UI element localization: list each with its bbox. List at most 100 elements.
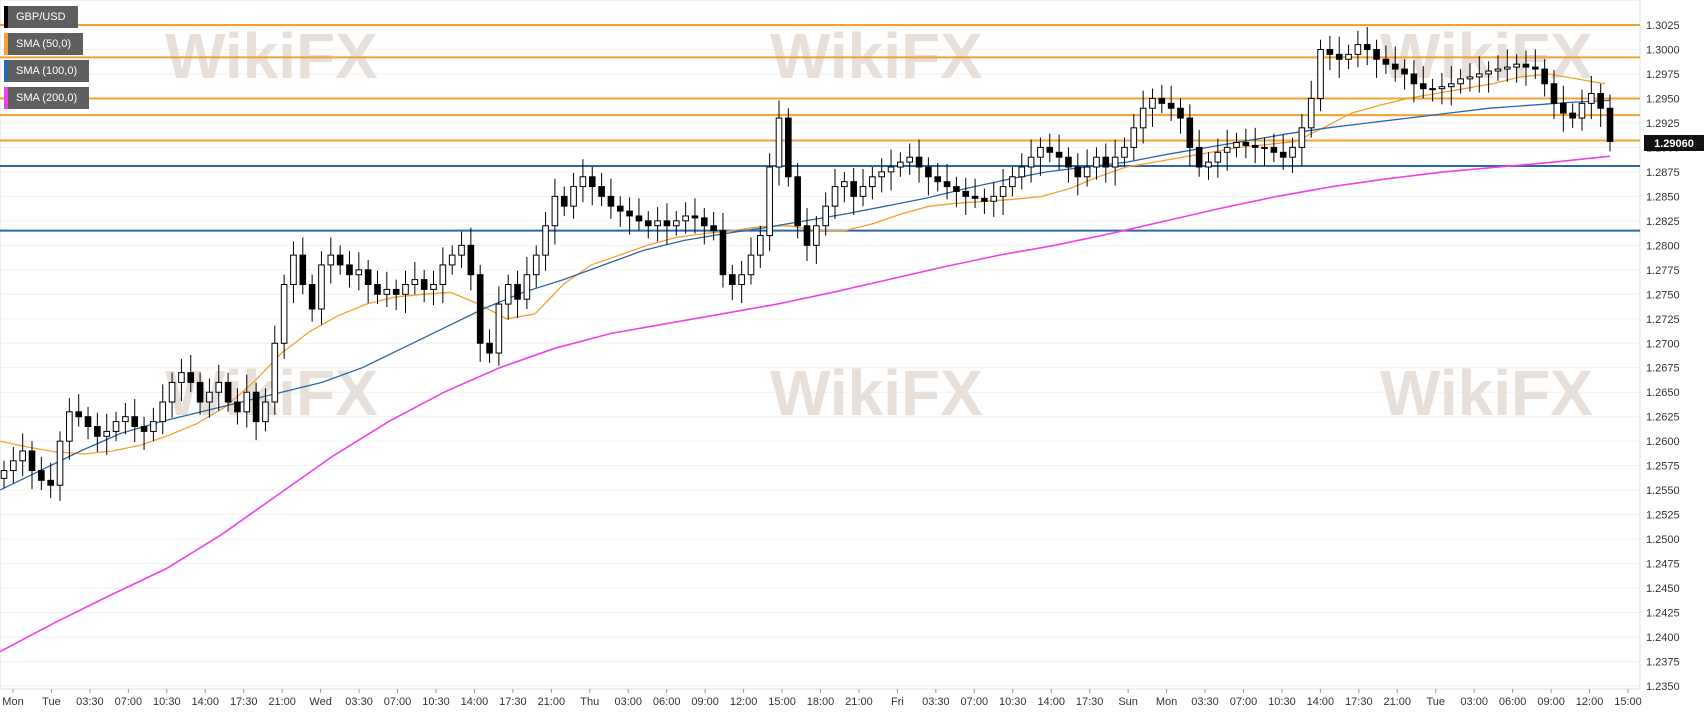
candle-body <box>420 279 428 290</box>
legend-item-sma50[interactable]: SMA (50,0) <box>4 33 84 55</box>
candle-body <box>1083 166 1091 178</box>
x-tick-label: 18:00 <box>807 696 835 708</box>
candle <box>953 176 960 208</box>
y-tick-label: 1.2800 <box>1646 240 1680 252</box>
candle <box>1102 143 1110 183</box>
candle-body <box>280 284 288 344</box>
candle <box>514 270 521 318</box>
candle-body <box>691 215 699 219</box>
candle-body <box>887 166 895 173</box>
candle <box>1083 149 1091 187</box>
candle <box>579 159 587 203</box>
legend-item-sma200[interactable]: SMA (200,0) <box>4 87 90 109</box>
candle <box>458 231 465 268</box>
candle <box>1419 66 1427 99</box>
candle <box>1401 59 1408 90</box>
y-tick-label: 1.2725 <box>1646 314 1680 326</box>
candle <box>1354 30 1362 68</box>
candle <box>47 462 54 498</box>
candle <box>1111 139 1119 186</box>
candle <box>75 394 82 427</box>
x-tick-label: Fri <box>891 696 904 708</box>
candle-body <box>1037 146 1044 158</box>
candle-body <box>626 210 633 217</box>
candle-body <box>364 269 372 286</box>
candle <box>523 257 531 309</box>
candle-body <box>729 274 736 286</box>
candle-body <box>1223 146 1231 153</box>
candle-body <box>262 401 269 423</box>
candle-body <box>700 217 708 227</box>
candle-body <box>1606 107 1614 143</box>
candle <box>336 245 344 275</box>
y-tick-label: 1.2950 <box>1646 93 1680 105</box>
candle-body <box>374 284 381 295</box>
candle <box>1597 83 1604 127</box>
candle-body <box>813 225 820 246</box>
x-tick-label: Mon <box>2 696 23 708</box>
candle-body <box>598 186 605 197</box>
candle-body <box>1513 63 1520 68</box>
candle <box>925 157 932 196</box>
y-tick-label: 1.2975 <box>1646 69 1680 81</box>
candle <box>1214 138 1222 178</box>
candle <box>560 186 568 216</box>
y-tick-label: 1.2625 <box>1646 412 1680 424</box>
candle-body <box>28 450 36 472</box>
candle-body <box>224 381 232 403</box>
candle <box>1513 54 1520 83</box>
watermarks: WikiFX WikiFX WikiFX WikiFX WikiFX WikiF… <box>165 20 1593 429</box>
candle-body <box>10 460 17 472</box>
candle-body <box>94 425 101 437</box>
legend-item-sma100[interactable]: SMA (100,0) <box>4 60 90 82</box>
candle <box>1494 55 1502 81</box>
candle-body <box>663 220 671 227</box>
candle-body <box>1121 146 1128 158</box>
candle-body <box>318 264 325 310</box>
gridlines <box>0 24 1640 687</box>
candle <box>822 192 829 236</box>
candle-body <box>122 416 129 423</box>
candle <box>1158 84 1166 114</box>
candle-body <box>1289 146 1296 158</box>
sma-line <box>0 155 1611 653</box>
candle <box>56 431 64 501</box>
x-tick-label: 17:30 <box>230 696 258 708</box>
candle <box>1223 129 1231 171</box>
candle <box>1466 63 1474 92</box>
candle <box>915 139 923 183</box>
y-tick-label: 1.2350 <box>1646 681 1680 693</box>
candle-body <box>1270 146 1278 153</box>
candle <box>1205 152 1212 180</box>
candle <box>299 237 307 295</box>
candle <box>318 251 325 325</box>
watermark-text: WikiFX <box>165 20 378 92</box>
candle <box>19 433 26 477</box>
candle-body <box>943 181 951 188</box>
candle <box>364 260 372 304</box>
y-tick-label: 1.3000 <box>1646 44 1680 56</box>
candle-body <box>1233 142 1240 148</box>
candle-body <box>1550 83 1558 104</box>
y-tick-label: 1.2450 <box>1646 583 1680 595</box>
candle-body <box>1307 97 1315 129</box>
x-tick-label: Sun <box>1118 696 1138 708</box>
candle <box>859 168 867 207</box>
candle-body <box>84 416 92 427</box>
candle <box>1130 114 1138 161</box>
candle-body <box>206 391 213 403</box>
candle <box>570 172 577 219</box>
candle-body <box>803 225 811 246</box>
legend-label: GBP/USD <box>16 11 66 23</box>
y-axis: 1.30251.30001.29751.29501.29251.29001.28… <box>1646 20 1680 693</box>
x-tick-label: 10:30 <box>422 696 450 708</box>
legend-item-gbpusd[interactable]: GBP/USD <box>4 6 78 28</box>
candle <box>187 355 195 393</box>
y-tick-label: 1.2750 <box>1646 289 1680 301</box>
candle <box>654 207 661 242</box>
candle <box>1560 85 1567 132</box>
candle <box>850 167 857 215</box>
x-tick-label: Thu <box>580 696 599 708</box>
